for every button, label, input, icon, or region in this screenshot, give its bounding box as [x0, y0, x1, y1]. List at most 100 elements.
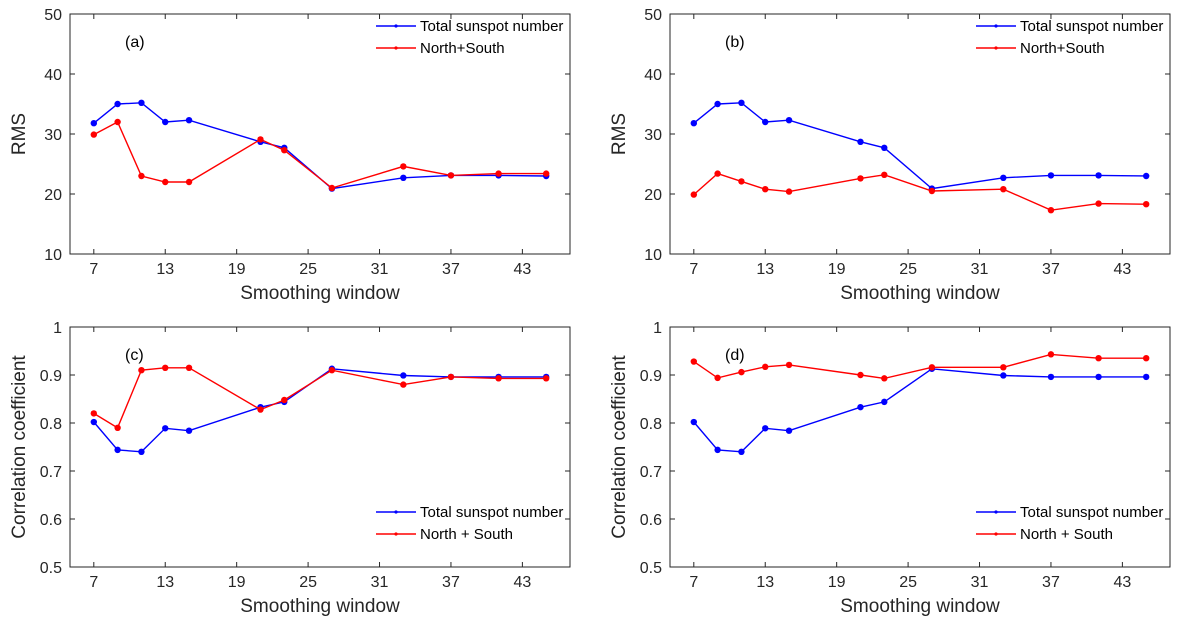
chart-panel-4: 7 13 19 25 31 37 43 0.5 0.6 0.7 0.8 0.9 1 Smoothing w… [609, 320, 1171, 617]
y-tick-label: 30 [44, 127, 62, 144]
data-point [857, 403, 864, 411]
data-point [447, 172, 455, 179]
data-point [281, 396, 288, 404]
x-tick-label: 19 [228, 261, 246, 278]
data-point [881, 171, 888, 178]
x-tick-label: 37 [1042, 261, 1060, 278]
x-tick-label: 31 [971, 574, 989, 591]
data-point [1047, 207, 1055, 214]
x-tick-label: 13 [156, 574, 174, 591]
legend-label-1: Total sunspot number [420, 18, 563, 35]
y-tick-label: 1 [53, 320, 62, 337]
data-point [185, 178, 193, 186]
series-line-1 [93, 368, 547, 453]
legend-label-2: North+South [1020, 40, 1105, 57]
x-tick-label: 43 [513, 574, 531, 591]
chart-panel-3: 7 13 19 25 31 37 43 0.5 0.6 0.7 0.8 0.9 1 Smoothing w… [9, 320, 571, 617]
y-tick-label: 0.6 [640, 512, 662, 529]
x-axis-label: Smoothing window [240, 283, 400, 304]
legend-label-2: North + South [420, 526, 513, 543]
data-point [690, 358, 698, 365]
x-tick-label: 7 [89, 574, 98, 591]
data-point [1142, 172, 1150, 180]
data-point [138, 99, 145, 107]
chart-panel-1: 7 13 19 25 31 37 43 10 20 30 40 50 Smoothing window R… [9, 7, 571, 304]
legend-marker-1 [994, 510, 998, 514]
data-point [714, 446, 721, 454]
y-tick-label: 20 [44, 187, 62, 204]
data-point [495, 375, 502, 382]
data-point [1142, 201, 1150, 208]
series-line-2 [93, 121, 547, 189]
x-tick-label: 25 [899, 261, 917, 278]
series-line-1 [93, 102, 547, 190]
chart-panel-2: 7 13 19 25 31 37 43 10 20 30 40 50 Smoothing window R… [609, 7, 1171, 304]
x-tick-label: 31 [971, 261, 989, 278]
data-point [185, 427, 193, 434]
x-tick-label: 19 [828, 574, 846, 591]
legend-marker-2 [994, 532, 998, 536]
legend: Total sunspot number North+South [376, 18, 563, 57]
x-tick-label: 25 [899, 574, 917, 591]
data-point [495, 170, 502, 177]
data-point [447, 373, 455, 381]
data-point [690, 191, 698, 198]
data-point [328, 184, 336, 192]
series-line-2 [693, 172, 1147, 211]
data-point [857, 175, 864, 182]
x-tick-label: 37 [442, 261, 460, 278]
data-point [857, 371, 864, 379]
panel-label: (c) [125, 347, 144, 364]
y-tick-label: 40 [44, 67, 62, 84]
y-tick-label: 0.7 [640, 464, 662, 481]
data-point [785, 188, 793, 195]
data-point [762, 118, 769, 126]
data-point [90, 410, 98, 417]
series-line-2 [93, 367, 547, 429]
data-point [281, 147, 288, 154]
y-tick-label: 0.7 [40, 464, 62, 481]
data-point [328, 367, 336, 374]
y-tick-label: 0.8 [640, 416, 662, 433]
legend: Total sunspot number North+South [976, 18, 1163, 57]
data-point [857, 138, 864, 145]
x-tick-label: 13 [756, 261, 774, 278]
legend: Total sunspot number North + South [976, 504, 1163, 543]
data-point [881, 398, 888, 406]
y-tick-label: 50 [44, 7, 62, 24]
data-point [400, 163, 407, 170]
data-point [881, 144, 888, 151]
data-point [881, 375, 888, 382]
y-axis-label: RMS [609, 113, 630, 155]
x-tick-label: 43 [1113, 574, 1131, 591]
legend-label-2: North + South [1020, 526, 1113, 543]
x-tick-label: 43 [513, 261, 531, 278]
panel-label: (a) [125, 34, 145, 51]
plot-frame [69, 326, 571, 568]
data-point [785, 427, 793, 434]
legend-marker-1 [394, 24, 398, 28]
data-point [185, 364, 193, 371]
data-point [1047, 172, 1055, 179]
x-tick-label: 37 [1042, 574, 1060, 591]
y-tick-label: 20 [644, 187, 662, 204]
data-point [1047, 373, 1055, 381]
data-point [90, 418, 98, 426]
y-tick-label: 1 [653, 320, 662, 337]
data-point [1000, 372, 1007, 379]
y-tick-label: 0.8 [40, 416, 62, 433]
data-point [785, 117, 793, 124]
data-point [1047, 351, 1055, 358]
data-point [1000, 186, 1007, 193]
legend-marker-1 [994, 24, 998, 28]
data-point [542, 375, 550, 382]
data-point [690, 418, 698, 426]
data-point [114, 446, 121, 454]
data-point [928, 187, 936, 195]
y-tick-label: 0.9 [640, 368, 662, 385]
data-point [162, 364, 169, 371]
data-point [1095, 200, 1102, 207]
legend-label-1: Total sunspot number [420, 504, 563, 521]
y-tick-label: 0.5 [640, 560, 662, 577]
